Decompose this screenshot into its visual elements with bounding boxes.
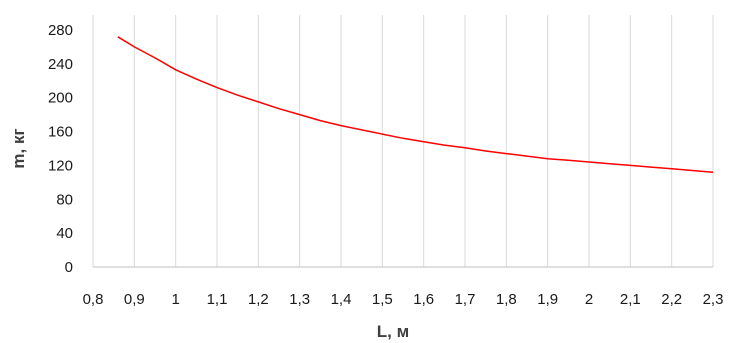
x-tick-label: 1,8 [496, 291, 517, 308]
y-axis-title: m, кг [9, 128, 28, 168]
x-tick-label: 1,5 [372, 291, 393, 308]
y-tick-label: 200 [48, 90, 73, 107]
y-tick-label: 120 [48, 157, 73, 174]
x-axis-title: L, м [377, 322, 409, 341]
y-tick-label: 40 [56, 225, 73, 242]
y-tick-label: 0 [65, 259, 73, 276]
x-tick-label: 1,3 [289, 291, 310, 308]
y-tick-labels: 0 40 80 120 160 200 240 280 [48, 22, 73, 276]
x-tick-label: 1,7 [455, 291, 476, 308]
x-tick-label: 0,8 [83, 291, 104, 308]
x-tick-label: 2,2 [661, 291, 682, 308]
x-tick-label: 0,9 [124, 291, 145, 308]
x-tick-label: 2,1 [620, 291, 641, 308]
x-tick-label: 2 [585, 291, 593, 308]
y-tick-label: 80 [56, 191, 73, 208]
y-tick-label: 240 [48, 56, 73, 73]
series-line-0 [117, 36, 714, 173]
x-tick-label: 1 [171, 291, 179, 308]
y-tick-label: 160 [48, 124, 73, 141]
gridlines [92, 15, 714, 267]
x-tick-label: 1,4 [331, 291, 352, 308]
x-tick-label: 1,9 [537, 291, 558, 308]
x-tick-labels: 0,8 0,9 1 1,1 1,2 1,3 1,4 1,5 1,6 1,7 1,8 1,9 2 2,1 2,… [83, 291, 724, 308]
y-tick-label: 280 [48, 22, 73, 39]
x-tick-label: 1,6 [413, 291, 434, 308]
series-layer [117, 36, 714, 173]
x-tick-label: 1,2 [248, 291, 269, 308]
x-tick-label: 1,1 [207, 291, 228, 308]
x-tick-label: 2,3 [703, 291, 724, 308]
